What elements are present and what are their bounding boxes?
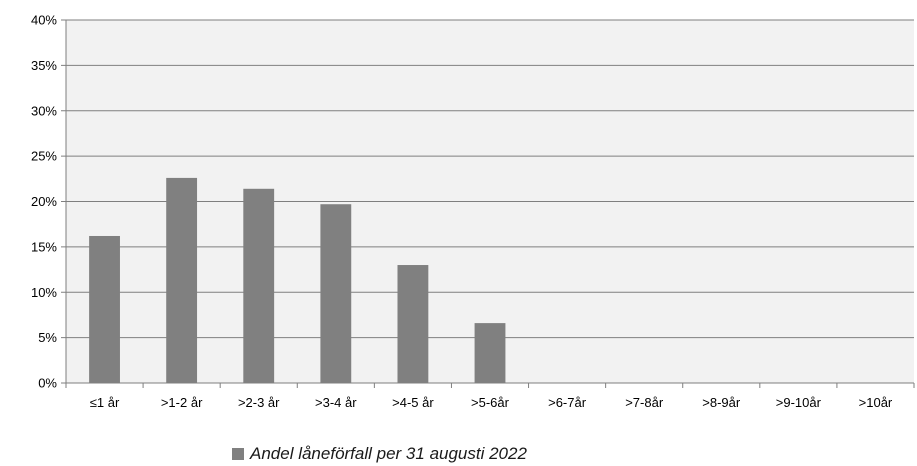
x-tick-label: >8-9år [702, 395, 741, 410]
y-tick-label: 25% [31, 149, 57, 164]
x-tick-label: >2-3 år [238, 395, 280, 410]
x-tick-label: >3-4 år [315, 395, 357, 410]
y-tick-label: 10% [31, 285, 57, 300]
x-tick-label: >6-7år [548, 395, 587, 410]
x-tick-label: >10år [859, 395, 893, 410]
y-tick-labels: 0% 5% 10% 15% 20% 25% 30% 35% 40% [31, 13, 57, 391]
bar [243, 188, 275, 383]
legend: Andel låneförfall per 31 augusti 2022 [232, 444, 527, 464]
bar [397, 265, 429, 383]
bar [474, 323, 506, 383]
legend-label: Andel låneförfall per 31 augusti 2022 [250, 444, 527, 463]
y-tick-label: 20% [31, 194, 57, 209]
y-tick-label: 30% [31, 103, 57, 118]
x-tick-label: ≤1 år [90, 395, 120, 410]
y-tick-label: 40% [31, 13, 57, 28]
y-tick-label: 35% [31, 58, 57, 73]
x-tick-label: >7-8år [625, 395, 664, 410]
x-tick-label: >1-2 år [161, 395, 203, 410]
bar [166, 177, 198, 383]
y-tick-label: 15% [31, 239, 57, 254]
gridlines [66, 19, 914, 339]
x-tick-label: >5-6år [471, 395, 510, 410]
legend-swatch [232, 448, 244, 460]
y-tick-label: 0% [38, 376, 57, 391]
x-tick-labels: ≤1 år >1-2 år >2-3 år >3-4 år >4-5 år >5-6år >… [90, 395, 893, 410]
axes [61, 19, 915, 388]
bars [89, 177, 506, 383]
bar-chart: 0% 5% 10% 15% 20% 25% 30% 35% 40% ≤1 år >1-2 år >2… [31, 13, 915, 410]
bar [320, 204, 352, 383]
y-tick-label: 5% [38, 330, 57, 345]
x-tick-label: >4-5 år [392, 395, 434, 410]
x-tick-label: >9-10år [776, 395, 822, 410]
bar [89, 235, 120, 383]
